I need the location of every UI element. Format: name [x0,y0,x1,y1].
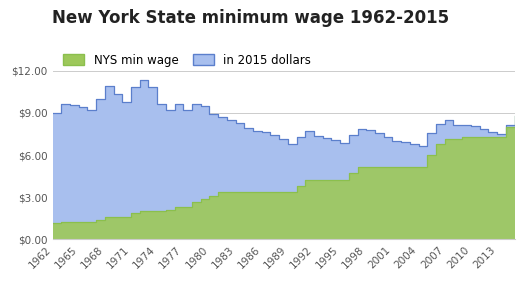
Legend: NYS min wage, in 2015 dollars: NYS min wage, in 2015 dollars [58,49,316,71]
Text: New York State minimum wage 1962-2015: New York State minimum wage 1962-2015 [52,9,449,27]
